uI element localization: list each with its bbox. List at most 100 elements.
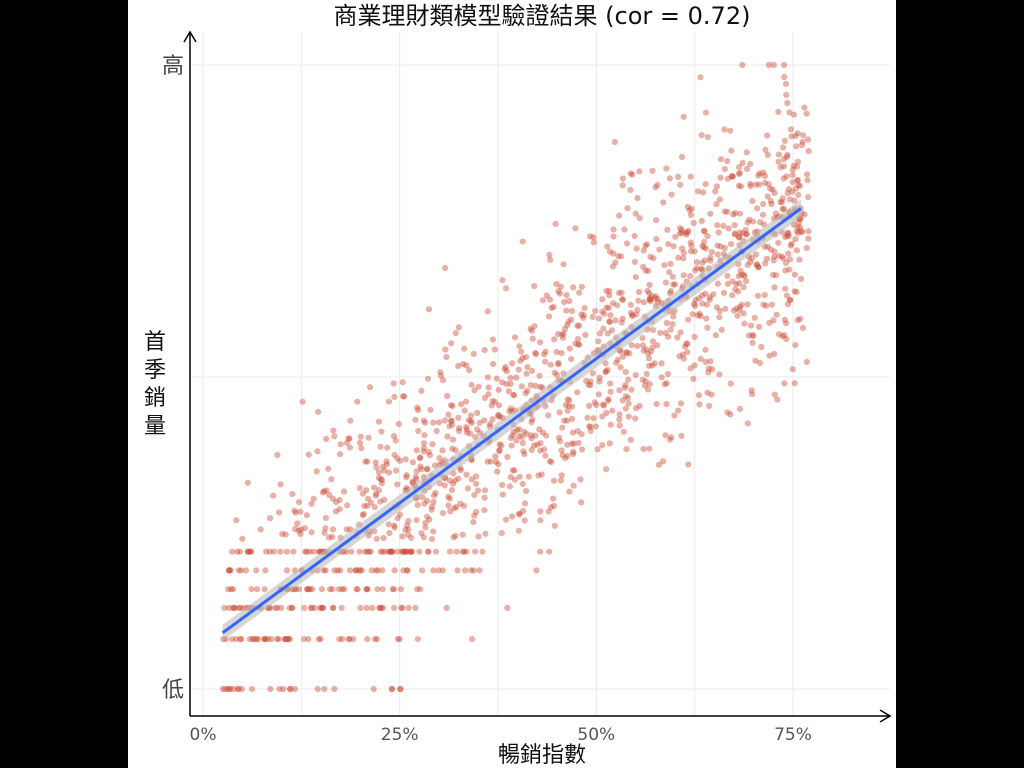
data-point bbox=[699, 259, 706, 266]
data-point bbox=[331, 567, 338, 574]
data-point bbox=[435, 567, 442, 574]
data-point bbox=[614, 356, 621, 363]
data-point bbox=[783, 336, 790, 343]
data-point bbox=[424, 497, 431, 504]
data-point bbox=[744, 420, 751, 427]
data-point bbox=[249, 636, 256, 643]
data-point bbox=[679, 351, 687, 358]
data-point bbox=[413, 468, 420, 475]
data-point bbox=[755, 264, 762, 271]
data-point bbox=[578, 311, 585, 318]
data-point bbox=[761, 179, 769, 186]
data-point bbox=[527, 382, 534, 389]
data-point bbox=[687, 211, 695, 218]
data-point bbox=[437, 372, 444, 379]
data-point bbox=[675, 407, 682, 414]
data-point bbox=[472, 548, 479, 555]
data-point bbox=[237, 636, 244, 643]
data-point bbox=[586, 423, 593, 430]
data-point bbox=[427, 406, 434, 413]
data-point bbox=[321, 685, 328, 693]
data-point bbox=[474, 409, 481, 416]
scatter-chart: 0% 25% 50% 75% 低 高 商業理財類模型驗證結果 (cor = 0.72) 暢… bbox=[144, 2, 892, 768]
data-point bbox=[519, 439, 526, 447]
data-point bbox=[603, 466, 610, 473]
data-point bbox=[713, 201, 720, 208]
data-point bbox=[414, 404, 421, 411]
data-point bbox=[702, 257, 709, 264]
data-point bbox=[246, 548, 253, 555]
data-point bbox=[741, 273, 748, 280]
data-point bbox=[381, 548, 389, 555]
data-point bbox=[451, 505, 458, 512]
data-point bbox=[221, 604, 228, 612]
data-point bbox=[601, 310, 608, 317]
data-point bbox=[289, 604, 296, 612]
data-point bbox=[622, 368, 629, 376]
data-point bbox=[602, 368, 610, 375]
data-point bbox=[255, 636, 262, 643]
data-point bbox=[422, 419, 429, 426]
data-point bbox=[804, 177, 811, 184]
data-point bbox=[577, 476, 584, 483]
data-point bbox=[402, 456, 409, 463]
data-point bbox=[702, 346, 709, 353]
data-point bbox=[646, 296, 653, 303]
data-point bbox=[399, 548, 406, 555]
data-point bbox=[609, 300, 617, 307]
data-point bbox=[619, 353, 627, 360]
data-point bbox=[606, 248, 614, 255]
y-tick-label: 高 bbox=[162, 54, 184, 79]
data-point bbox=[424, 513, 431, 520]
data-point bbox=[416, 548, 423, 555]
data-point bbox=[495, 411, 502, 419]
data-point bbox=[644, 386, 652, 393]
data-point bbox=[749, 331, 756, 339]
data-point bbox=[322, 514, 329, 522]
data-point bbox=[788, 133, 795, 140]
data-point bbox=[299, 398, 306, 405]
data-point bbox=[397, 685, 404, 693]
data-point bbox=[770, 257, 777, 264]
data-point bbox=[768, 301, 776, 308]
data-point bbox=[770, 61, 777, 69]
data-point bbox=[459, 531, 466, 538]
data-point bbox=[394, 481, 401, 488]
data-point bbox=[752, 181, 760, 188]
y-axis-arrow bbox=[183, 30, 197, 43]
data-point bbox=[509, 432, 516, 439]
data-point bbox=[762, 146, 769, 153]
data-point bbox=[506, 408, 513, 415]
data-point bbox=[414, 502, 421, 509]
data-point bbox=[773, 272, 780, 279]
data-point bbox=[599, 308, 606, 315]
data-point bbox=[773, 311, 780, 318]
data-point bbox=[780, 163, 788, 170]
data-point bbox=[716, 314, 723, 321]
data-point bbox=[412, 473, 419, 480]
data-point bbox=[236, 604, 243, 612]
data-point bbox=[311, 604, 318, 612]
data-point bbox=[432, 462, 439, 469]
data-point bbox=[319, 604, 326, 612]
data-point bbox=[343, 439, 350, 446]
data-point bbox=[771, 350, 778, 358]
data-point bbox=[433, 427, 440, 435]
data-point bbox=[737, 183, 745, 190]
data-point bbox=[467, 430, 474, 437]
x-axis-arrow bbox=[879, 709, 892, 723]
data-point bbox=[781, 137, 789, 144]
data-point bbox=[481, 507, 488, 514]
data-point bbox=[358, 445, 365, 452]
data-point bbox=[374, 586, 381, 593]
data-point bbox=[513, 437, 520, 444]
data-point bbox=[356, 548, 363, 555]
data-point bbox=[462, 398, 470, 405]
data-point bbox=[403, 548, 410, 555]
data-point bbox=[587, 233, 594, 240]
data-point bbox=[735, 170, 743, 177]
data-point bbox=[310, 548, 317, 555]
data-point bbox=[261, 636, 268, 643]
data-point bbox=[562, 401, 569, 409]
data-point bbox=[321, 529, 328, 536]
